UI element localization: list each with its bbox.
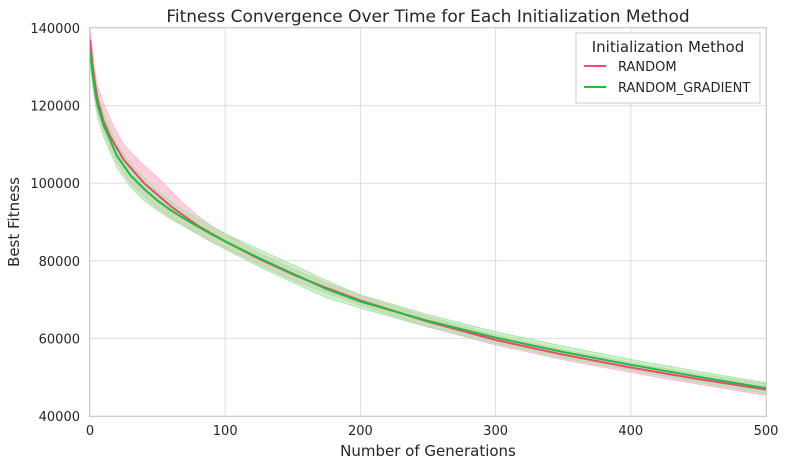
legend-box (575, 32, 761, 104)
y-axis-label: Best Fitness (5, 177, 23, 267)
y-tick-label: 80000 (39, 255, 80, 270)
y-tick-label: 100000 (30, 177, 80, 192)
x-tick-label: 100 (213, 424, 238, 439)
series-lines (89, 39, 767, 391)
series-line-random (89, 39, 767, 391)
x-axis-label: Number of Generations (340, 442, 516, 460)
x-tick-label: 400 (618, 424, 643, 439)
x-tick-label: 200 (348, 424, 373, 439)
y-tick-label: 60000 (39, 332, 80, 347)
y-tick-label: 120000 (30, 100, 80, 115)
series-line-random-gradient (89, 51, 767, 390)
plot-frame (89, 27, 767, 417)
legend: Initialization Method RANDOM RANDOM_GRAD… (575, 32, 761, 104)
x-tick-label: 0 (86, 424, 94, 439)
x-tick-label: 300 (483, 424, 508, 439)
y-tick-label: 140000 (30, 22, 80, 37)
tick-labels: 0 100 200 300 400 500 40000 60000 80000 100000 120… (30, 22, 778, 439)
legend-entry-random-gradient: RANDOM_GRADIENT (618, 81, 750, 96)
legend-title: Initialization Method (592, 38, 745, 56)
x-tick-label: 500 (754, 424, 779, 439)
chart-title: Fitness Convergence Over Time for Each I… (166, 7, 689, 27)
legend-entry-random: RANDOM (618, 60, 677, 75)
y-tick-label: 40000 (39, 410, 80, 425)
